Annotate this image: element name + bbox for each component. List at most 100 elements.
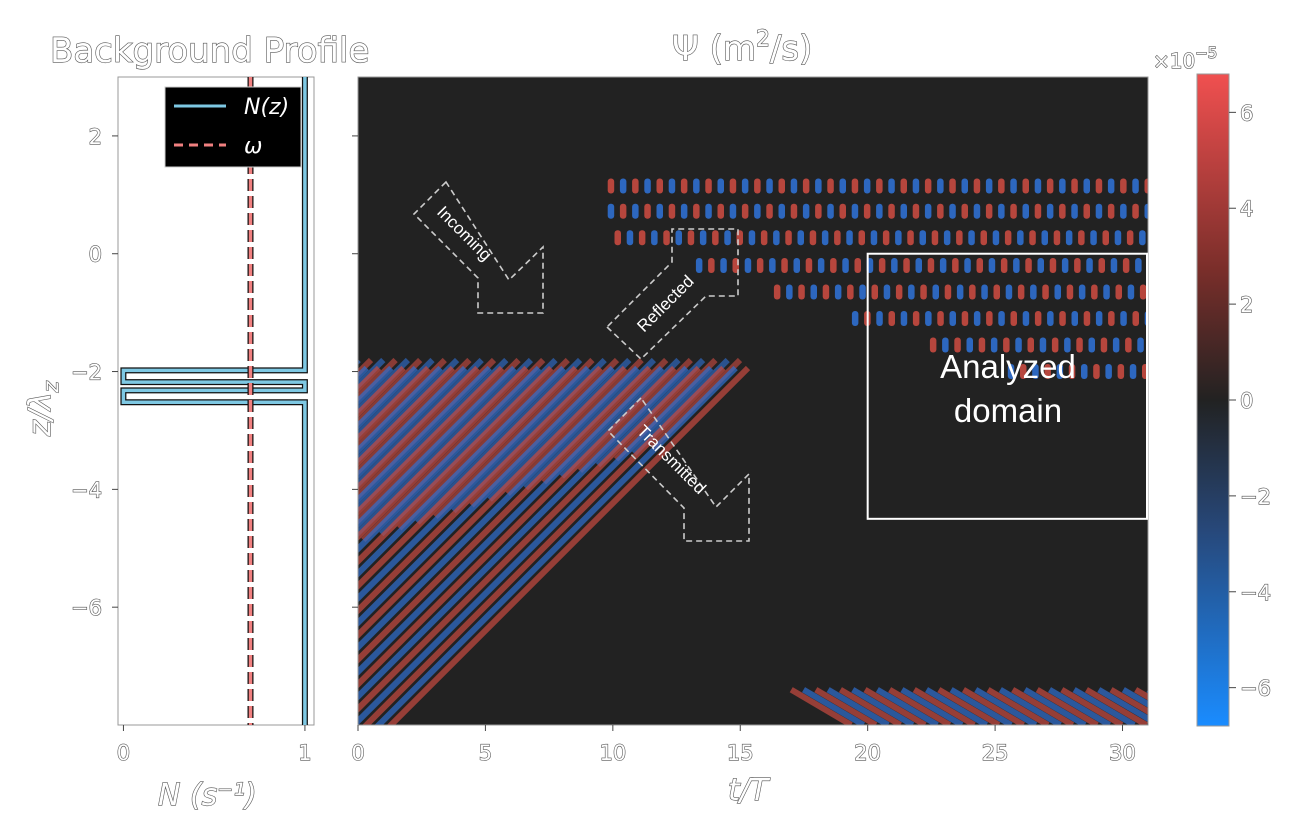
standing-wave-cell <box>937 203 944 219</box>
standing-wave-cell <box>1044 364 1051 379</box>
wave-crest <box>358 365 455 468</box>
standing-wave-cell <box>1061 258 1069 273</box>
standing-wave-cell <box>1049 258 1057 273</box>
standing-wave-cell <box>973 203 981 219</box>
analyzed-domain-line2: domain <box>954 392 1062 429</box>
heatmap-xtick-label: 10 <box>599 741 626 765</box>
legend-label-omega: ω <box>244 134 262 159</box>
standing-wave-cell <box>1083 178 1090 194</box>
standing-wave-cell <box>985 203 993 219</box>
standing-wave-cell <box>1010 178 1017 194</box>
standing-wave-cell <box>998 203 1005 219</box>
standing-wave-cell <box>1037 258 1044 273</box>
standing-wave-cell <box>912 311 920 326</box>
wave-crest <box>358 365 529 541</box>
standing-wave-cell <box>939 258 947 273</box>
colorbar-gradient <box>1196 73 1230 727</box>
standing-wave-cell <box>956 284 964 300</box>
standing-wave-cell <box>793 258 800 273</box>
standing-wave-cell <box>907 230 914 246</box>
wave-crest <box>358 365 615 627</box>
standing-wave-cell <box>705 178 712 194</box>
wave-crest <box>974 687 1038 725</box>
standing-wave-cell <box>1041 230 1048 246</box>
standing-wave-cell <box>1103 284 1110 300</box>
standing-wave-cell <box>1017 230 1024 246</box>
wave-crest <box>358 365 394 406</box>
wave-crest <box>888 687 952 725</box>
standing-wave-cell <box>846 230 853 246</box>
standing-wave-cell <box>1144 203 1148 219</box>
wave-crest <box>358 365 701 714</box>
standing-wave-cell <box>1022 178 1029 194</box>
standing-wave-cell <box>1105 364 1112 379</box>
standing-wave-cell <box>1117 364 1125 379</box>
standing-wave-cell <box>1071 311 1078 326</box>
standing-wave-cell <box>644 178 651 194</box>
standing-wave-cell <box>992 230 1000 246</box>
standing-wave-cell <box>1051 337 1059 353</box>
standing-wave-cell <box>1025 258 1032 273</box>
standing-wave-cell <box>741 178 749 194</box>
standing-wave-cell <box>949 311 956 326</box>
standing-wave-cell <box>883 284 891 300</box>
standing-wave-cell <box>915 258 922 273</box>
standing-wave-cell <box>695 258 703 273</box>
standing-wave-cell <box>981 284 988 300</box>
wave-crest <box>961 687 1025 725</box>
standing-wave-cell <box>687 230 695 246</box>
standing-wave-cell <box>900 311 908 326</box>
standing-wave-cell <box>1120 311 1127 326</box>
wave-crest <box>358 365 517 529</box>
standing-wave-cell <box>729 178 737 194</box>
standing-wave-cell <box>827 203 834 219</box>
standing-wave-cell <box>1129 364 1137 379</box>
standing-wave-cell <box>607 203 615 219</box>
wave-crest <box>358 365 468 480</box>
standing-wave-cell <box>1132 178 1139 194</box>
wave-crest <box>358 365 542 554</box>
wave-crest <box>1271 690 1297 725</box>
standing-wave-cell <box>797 230 804 246</box>
standing-wave-cell <box>1086 258 1093 273</box>
standing-wave-cell <box>778 203 785 219</box>
standing-wave-cell <box>1132 203 1139 219</box>
colorbar-tick-label: −4 <box>1240 581 1271 605</box>
analyzed-domain-line1: Analyzed <box>940 348 1076 385</box>
standing-wave-cell <box>802 203 810 219</box>
standing-wave-cell <box>1071 178 1078 194</box>
profile-title: Background Profile <box>50 31 369 71</box>
standing-wave-cell <box>1032 364 1039 379</box>
standing-wave-cell <box>693 203 700 219</box>
standing-wave-cell <box>863 203 871 219</box>
wave-crest <box>358 365 566 578</box>
standing-wave-cell <box>1139 230 1146 246</box>
standing-wave-cell <box>949 203 956 219</box>
standing-wave-cell <box>773 230 780 246</box>
standing-wave-cell <box>724 230 731 246</box>
standing-wave-cell <box>882 230 890 246</box>
wave-crest <box>358 365 419 431</box>
standing-wave-cell <box>924 178 932 194</box>
standing-wave-cell <box>1054 284 1061 300</box>
standing-wave-cell <box>1098 258 1105 273</box>
standing-wave-cell <box>966 337 973 353</box>
standing-wave-cell <box>1064 337 1071 353</box>
standing-wave-cell <box>876 178 883 194</box>
standing-wave-cell <box>1030 284 1037 300</box>
profile-ylabel: z/λz <box>23 380 63 437</box>
standing-wave-cell <box>924 203 932 219</box>
profile-ytick-label: 0 <box>89 243 102 267</box>
standing-wave-cell <box>1137 337 1144 353</box>
standing-wave-cell <box>1022 311 1030 326</box>
standing-wave-cell <box>1107 203 1115 219</box>
standing-wave-cell <box>876 203 883 219</box>
standing-wave-cell <box>925 311 932 326</box>
standing-wave-cell <box>760 230 768 246</box>
standing-wave-cell <box>931 230 939 246</box>
standing-wave-cell <box>675 230 682 246</box>
standing-wave-cell <box>954 337 961 353</box>
colorbar: 6 4 2 0 −2 −4 −6 ×10−5 <box>1152 43 1272 727</box>
